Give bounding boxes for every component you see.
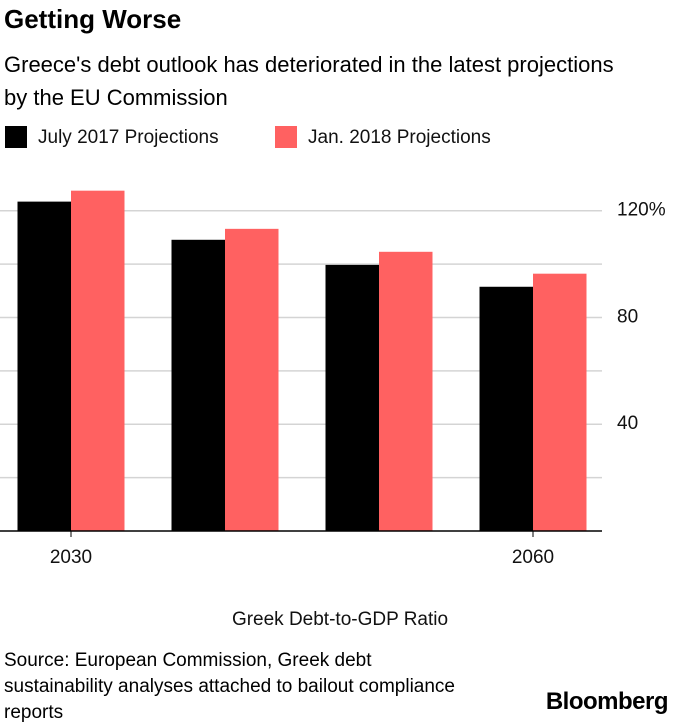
y-tick-label: 40: [617, 413, 638, 434]
bar: [225, 228, 279, 531]
bar: [171, 239, 225, 531]
x-tick-label: 2030: [50, 547, 92, 568]
legend-swatch: [5, 126, 27, 148]
bar: [379, 251, 433, 531]
bar: [17, 201, 71, 531]
x-tick-label: 2060: [512, 547, 554, 568]
y-tick-label: 120%: [617, 200, 666, 221]
chart: Greek Debt-to-GDP Ratio July 2017 Projec…: [0, 126, 666, 630]
chart-subtitle: Greece's debt outlook has deteriorated i…: [4, 52, 614, 110]
legend-label: July 2017 Projections: [38, 127, 219, 148]
chart-title: Getting Worse: [4, 4, 182, 34]
x-axis-label: Greek Debt-to-GDP Ratio: [232, 609, 448, 630]
bar: [479, 286, 533, 531]
brand: Bloomberg: [545, 688, 669, 715]
bar: [71, 190, 125, 531]
source-note: Source: European Commission, Greek debt …: [4, 650, 455, 723]
bar: [533, 273, 587, 531]
bar: [325, 264, 379, 531]
legend-swatch: [275, 126, 297, 148]
y-tick-label: 80: [617, 306, 638, 327]
legend-label: Jan. 2018 Projections: [308, 127, 491, 148]
